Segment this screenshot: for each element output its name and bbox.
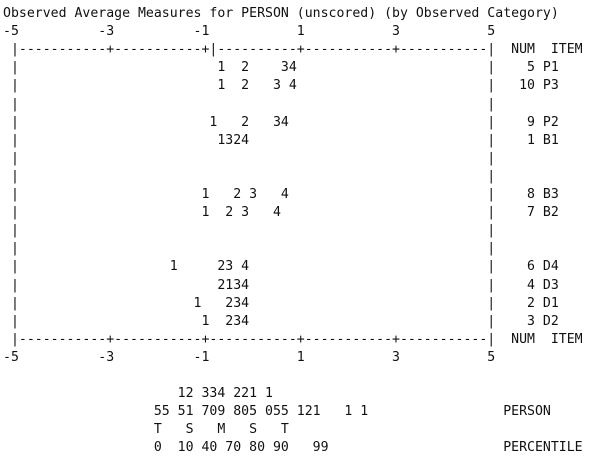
item-row: | | — [3, 223, 496, 239]
scale-border: |-----------+-----------+-----------+---… — [3, 331, 583, 347]
item-row: | 1324 | 1 B1 — [3, 132, 559, 148]
scale-labels: -5 -3 -1 1 3 5 — [3, 349, 496, 365]
distribution-line: 0 10 40 70 80 90 99 PERCENTILE — [3, 440, 583, 456]
item-row: | 2134 | 4 D3 — [3, 277, 559, 293]
item-row: | 1 2 3 4 | 7 B2 — [3, 205, 559, 221]
item-row: | 1 2 34 | 9 P2 — [3, 114, 559, 130]
distribution-line: T S M S T — [3, 422, 289, 438]
title: Observed Average Measures for PERSON (un… — [3, 6, 559, 21]
item-row: | 1 2 34 | 5 P1 — [3, 60, 559, 76]
item-row: | | — [3, 168, 496, 184]
item-row: | 1 2 3 4 | 10 P3 — [3, 78, 559, 94]
distribution-line: 12 334 221 1 — [3, 386, 273, 402]
scale-labels: -5 -3 -1 1 3 5 — [3, 24, 496, 40]
item-row: | 1 234 | 2 D1 — [3, 295, 559, 311]
item-row: | 1 234 | 3 D2 — [3, 313, 559, 329]
item-row: | | — [3, 241, 496, 257]
item-row: | 1 23 4 | 6 D4 — [3, 259, 559, 275]
scale-border: |-----------+-----------+|----------+---… — [3, 42, 583, 58]
item-row: | | — [3, 96, 496, 112]
item-row: | | — [3, 150, 496, 166]
distribution-line: 55 51 709 805 055 121 1 1 PERSON — [3, 404, 551, 420]
item-row: | 1 2 3 4 | 8 B3 — [3, 187, 559, 202]
